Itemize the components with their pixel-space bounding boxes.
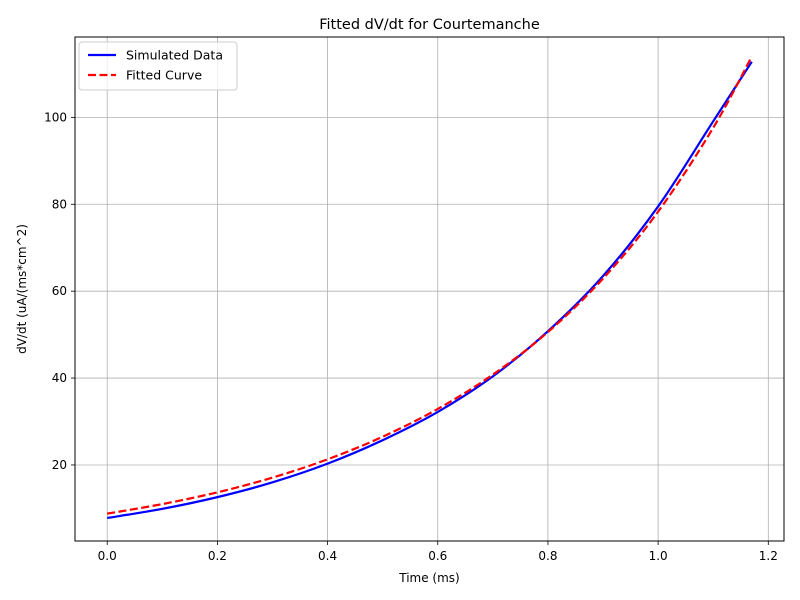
x-tick-label: 0.6 [428,549,447,563]
y-tick-label: 80 [52,197,67,211]
x-tick-label: 0.0 [98,549,117,563]
x-tick-label: 0.2 [208,549,227,563]
ticks: 0.0 0.2 0.4 0.6 0.8 1.0 1.2 20 40 60 80 100 [44,110,778,563]
y-tick-label: 60 [52,284,67,298]
y-tick-label: 100 [44,110,67,124]
x-tick-label: 1.0 [649,549,668,563]
x-tick-label: 0.4 [318,549,337,563]
y-tick-label: 40 [52,371,67,385]
plot-frame [74,36,785,542]
chart-title: Fitted dV/dt for Courtemanche [319,17,540,33]
legend: Simulated Data Fitted Curve [78,41,238,91]
legend-label: Simulated Data [126,48,223,63]
x-tick-label: 0.8 [538,549,557,563]
series-layer [107,56,753,520]
y-axis-title: dV/dt (uA/(ms*cm^2) [15,224,29,354]
x-axis-title: Time (ms) [398,571,460,585]
x-tick-label: 1.2 [759,549,778,563]
grid [75,37,784,541]
legend-box [78,41,238,91]
legend-label: Fitted Curve [126,68,202,83]
y-tick-label: 20 [52,458,67,472]
series-line-simulated-data [107,61,753,520]
series-line-fitted-curve [107,56,753,515]
